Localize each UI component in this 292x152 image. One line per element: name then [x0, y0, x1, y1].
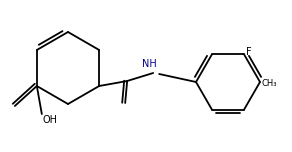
Text: OH: OH — [43, 115, 58, 125]
Text: F: F — [246, 47, 252, 57]
Text: CH₃: CH₃ — [262, 78, 277, 88]
Text: NH: NH — [142, 59, 157, 69]
